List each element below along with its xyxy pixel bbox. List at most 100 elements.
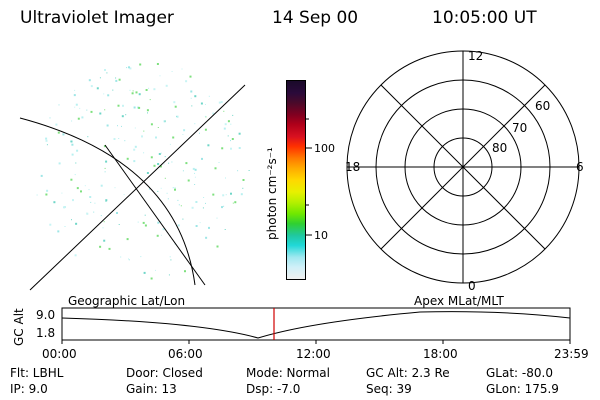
uv-speckle	[128, 66, 130, 69]
uv-speckle	[238, 132, 241, 135]
uv-speckle	[221, 147, 224, 150]
uv-speckle	[75, 222, 78, 225]
uv-speckle	[128, 259, 130, 261]
mlt-label-0: 0	[468, 279, 476, 293]
footer-dsp: Dsp: -7.0	[246, 382, 301, 396]
uv-speckle	[190, 97, 192, 99]
uv-speckle	[194, 172, 195, 174]
uv-speckle	[182, 218, 184, 220]
uv-speckle	[144, 214, 146, 216]
uv-speckle	[126, 67, 128, 69]
lat-label-80: 80	[492, 141, 507, 155]
uv-speckle	[131, 92, 134, 95]
alt-ytick-1_8: 1.8	[36, 326, 55, 340]
uv-speckle	[177, 224, 180, 227]
uv-speckle	[71, 153, 74, 156]
mlt-label-18: 18	[345, 160, 360, 174]
uv-speckle	[223, 127, 226, 130]
uv-speckle	[144, 224, 147, 227]
uv-speckle	[150, 156, 153, 159]
date-label: 14 Sep 00	[272, 8, 359, 28]
uv-speckle	[125, 114, 127, 116]
alt-ylabel: GC Alt	[12, 308, 26, 346]
uv-speckle	[160, 152, 162, 154]
uv-speckle	[242, 187, 244, 189]
uv-speckle	[183, 129, 186, 132]
uv-speckle	[103, 93, 105, 95]
uv-speckle	[104, 69, 106, 71]
uv-speckle	[231, 138, 234, 140]
uv-speckle	[100, 215, 102, 217]
uv-speckle	[76, 149, 79, 152]
uv-speckle	[103, 221, 105, 223]
uv-speckle	[248, 170, 250, 171]
footer-gcalt: GC Alt: 2.3 Re	[366, 366, 450, 380]
uv-speckle	[117, 125, 118, 127]
uv-speckle	[55, 123, 58, 126]
time-label: 10:05:00 UT	[432, 8, 537, 28]
uv-speckle	[99, 112, 102, 115]
uv-speckle	[77, 117, 80, 120]
uv-speckle	[223, 110, 225, 112]
uv-speckle	[150, 277, 153, 280]
uv-speckle	[159, 165, 162, 168]
uv-speckle	[192, 167, 195, 170]
uv-speckle	[87, 136, 89, 138]
uv-speckle	[218, 162, 220, 163]
uv-speckle	[227, 120, 230, 123]
uv-speckle	[112, 89, 114, 91]
uv-speckle	[71, 143, 74, 146]
uv-speckle	[129, 67, 132, 70]
colorbar-unit-label: photon cm⁻²s⁻¹	[265, 147, 279, 240]
uv-speckle	[128, 258, 129, 260]
uv-speckle	[164, 156, 166, 158]
uv-speckle	[170, 259, 172, 261]
uv-speckle	[148, 87, 150, 89]
uv-speckle	[113, 138, 116, 140]
uv-speckle	[176, 115, 179, 118]
uv-speckle	[135, 91, 138, 94]
uv-speckle	[140, 256, 142, 258]
uv-speckle	[182, 170, 184, 172]
uv-speckle	[194, 123, 196, 125]
uv-speckle	[64, 226, 66, 227]
uv-speckle	[230, 123, 232, 125]
uv-speckle	[117, 104, 120, 107]
uv-speckle	[227, 135, 229, 137]
uv-speckle	[191, 206, 194, 209]
uv-speckle	[71, 219, 72, 221]
footer-ip: IP: 9.0	[10, 382, 48, 396]
footer-glon: GLon: 175.9	[486, 382, 559, 396]
uv-speckle	[194, 168, 197, 171]
uv-speckle	[149, 99, 151, 101]
alt-ytick-9: 9.0	[36, 308, 55, 322]
uv-speckle	[106, 72, 108, 74]
uv-speckle	[230, 192, 232, 195]
uv-speckle	[207, 144, 210, 147]
uv-speckle	[108, 247, 111, 250]
uv-speckle	[224, 123, 227, 126]
uv-speckle	[190, 90, 193, 93]
uv-speckle	[49, 223, 52, 226]
uv-speckle	[159, 75, 161, 77]
uv-speckle	[185, 162, 188, 165]
uv-speckle	[105, 160, 108, 163]
uv-speckle	[174, 187, 176, 189]
uv-speckle	[138, 106, 141, 109]
uv-speckle	[212, 112, 215, 115]
uv-speckle	[115, 79, 118, 82]
uv-speckle	[205, 104, 206, 105]
uv-speckle	[118, 138, 120, 139]
uv-speckle	[230, 147, 232, 150]
uv-speckle	[99, 245, 102, 248]
uv-speckle	[141, 135, 143, 138]
footer-gain: Gain: 13	[126, 382, 177, 396]
uv-speckle	[168, 274, 170, 276]
uv-speckle	[187, 179, 190, 182]
colorbar-tick-100: 100	[314, 142, 335, 155]
uv-speckle	[103, 145, 106, 148]
uv-speckle	[167, 198, 169, 200]
uv-speckle	[195, 225, 198, 227]
